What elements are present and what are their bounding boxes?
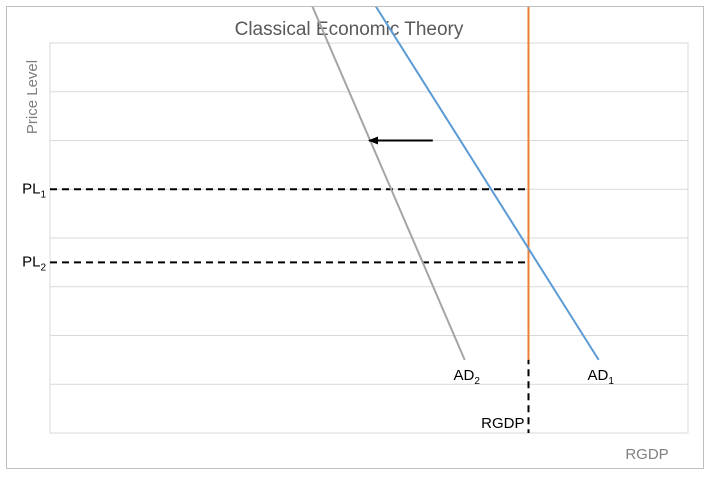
label-ad2: AD2	[453, 367, 480, 387]
curves	[311, 7, 600, 361]
chart-title: Classical Economic Theory	[235, 19, 464, 40]
x-axis-title: RGDP	[625, 446, 668, 463]
labels: ASAD1AD2PL1PL2RGDP	[22, 180, 614, 432]
label-pl2: PL2	[22, 253, 46, 273]
label-ad1: AD1	[587, 367, 614, 387]
y-axis-title: Price Level	[24, 60, 41, 134]
chart-svg: Classical Economic Theory Price Level RG…	[22, 7, 689, 463]
gridlines	[50, 91, 688, 385]
chart-frame: Classical Economic Theory Price Level RG…	[6, 6, 704, 469]
label-rgdp-marker: RGDP	[481, 415, 524, 432]
dashed-guides	[50, 188, 530, 433]
label-pl1: PL1	[22, 180, 46, 200]
curve-ad2	[311, 7, 466, 361]
curve-ad1	[375, 7, 600, 361]
